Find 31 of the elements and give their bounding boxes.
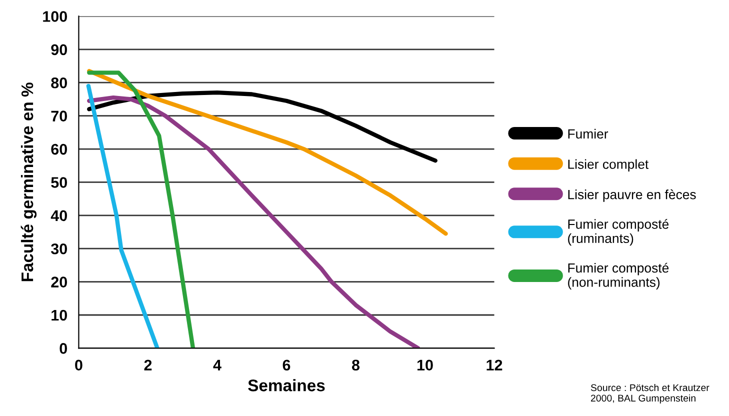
x-tick-label: 0: [75, 360, 82, 371]
y-tick-label: 0: [60, 343, 67, 354]
y-tick-label: 90: [51, 44, 67, 56]
legend-label: Fumier composté (ruminants): [568, 218, 669, 246]
line-series: [87, 95, 420, 348]
line-series: [87, 90, 438, 163]
x-tick-label: 10: [417, 360, 433, 371]
line-series: [87, 70, 196, 348]
y-tick-label: 70: [51, 110, 67, 122]
y-tick-label: 20: [51, 276, 67, 288]
legend-label: Lisier pauvre en fèces: [568, 189, 696, 202]
y-tick-label: 60: [51, 144, 67, 155]
x-tick-label: 6: [282, 360, 290, 371]
x-tick-label: 2: [144, 360, 152, 370]
y-tick-label: 40: [50, 210, 67, 222]
x-axis-title: Semaines: [248, 379, 325, 392]
x-tick-label: 12: [486, 360, 502, 370]
x-tick-label: 8: [352, 360, 360, 371]
y-tick-label: 100: [43, 11, 67, 22]
x-tick-label: 4: [213, 360, 222, 370]
legend-label: Fumier composté (non-ruminants): [568, 262, 669, 290]
legend-label: Lisier complet: [568, 159, 649, 172]
line-series: [86, 84, 160, 348]
y-tick-label: 50: [51, 177, 67, 188]
line-series: [87, 68, 448, 236]
source-note: Source : Pötsch et Krautzer 2000, BAL Gumpenstein: [590, 384, 710, 404]
legend-label: Fumier: [568, 128, 608, 139]
y-axis-title: Faculté germinative en %: [20, 82, 37, 282]
y-tick-label: 10: [52, 310, 67, 321]
y-tick-label: 30: [50, 243, 67, 254]
y-tick-label: 80: [51, 77, 67, 88]
